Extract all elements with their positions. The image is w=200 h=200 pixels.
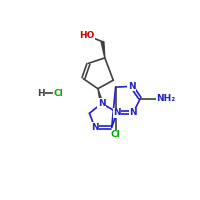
Text: NH₂: NH₂ — [156, 94, 176, 103]
Text: N: N — [98, 99, 106, 108]
Text: N: N — [129, 108, 137, 117]
Text: H: H — [37, 89, 45, 98]
Text: HO: HO — [79, 31, 95, 40]
Text: N: N — [91, 123, 99, 132]
Text: N: N — [113, 108, 121, 117]
Text: Cl: Cl — [54, 89, 63, 98]
Text: Cl: Cl — [111, 130, 120, 139]
Text: N: N — [128, 82, 136, 91]
Polygon shape — [101, 42, 105, 58]
Polygon shape — [98, 89, 103, 104]
